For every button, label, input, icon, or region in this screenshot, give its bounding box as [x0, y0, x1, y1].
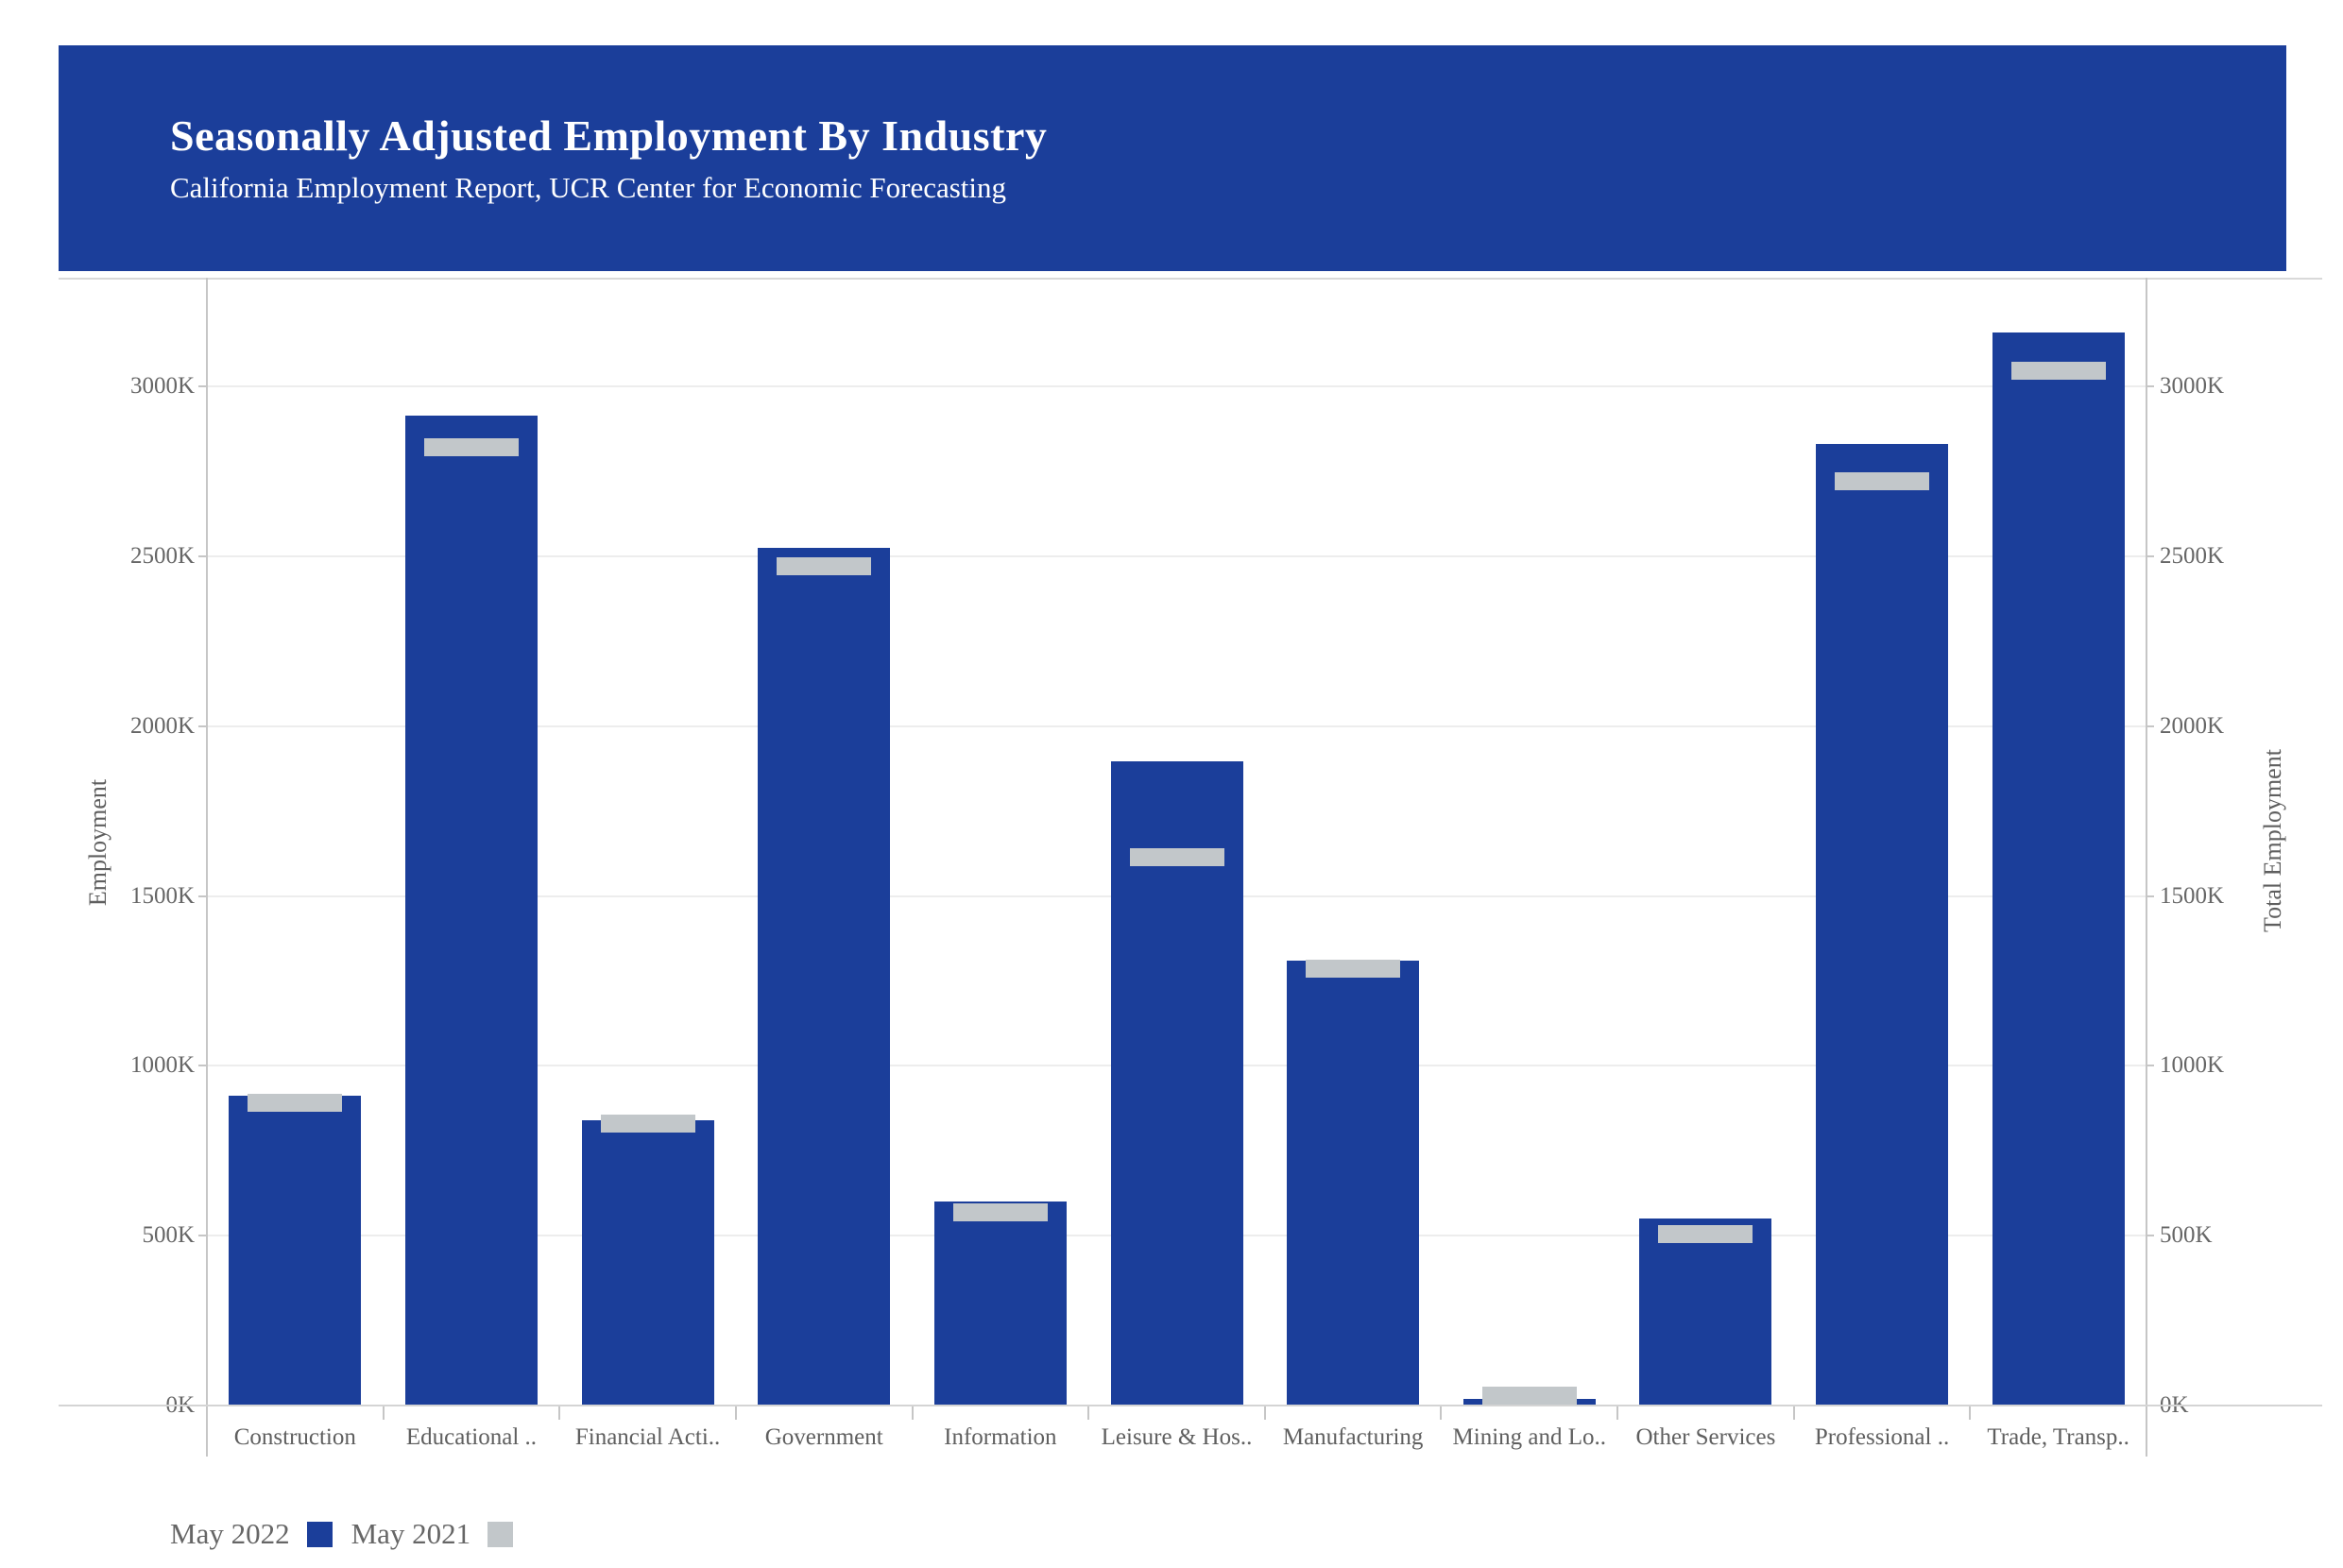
y-tick-label-right-500K: 500K [2160, 1222, 2213, 1249]
gantt-tick-may-2021-educational[interactable] [423, 438, 519, 457]
y-tick-mark-left-1000K [198, 1065, 207, 1067]
bar-may-2022-leisure-hos[interactable] [1110, 761, 1243, 1406]
category-boundary-tick-7 [1616, 1406, 1619, 1420]
y-tick-mark-right-2500K [2146, 554, 2154, 557]
y-tick-label-right-3000K: 3000K [2160, 373, 2225, 400]
category-boundary-tick-0 [382, 1406, 385, 1420]
right-axis-title: Total Employment [2259, 749, 2286, 932]
y-tick-mark-right-500K [2146, 1235, 2154, 1237]
y-tick-label-right-1500K: 1500K [2160, 882, 2225, 909]
category-boundary-tick-6 [1440, 1406, 1443, 1420]
category-boundary-tick-9 [1969, 1406, 1972, 1420]
category-boundary-tick-8 [1792, 1406, 1795, 1420]
page-subtitle: California Employment Report, UCR Center… [170, 170, 1007, 204]
category-label-mining-and-lo: Mining and Lo.. [1452, 1424, 1607, 1450]
category-boundary-tick-2 [734, 1406, 737, 1420]
gantt-tick-may-2021-professional[interactable] [1835, 472, 1930, 491]
bar-may-2022-financial-acti[interactable] [581, 1119, 714, 1406]
y-tick-mark-right-1000K [2146, 1065, 2154, 1067]
category-label-manufacturing: Manufacturing [1282, 1424, 1424, 1450]
y-tick-mark-left-500K [198, 1235, 207, 1237]
y-gridline-2000K [208, 724, 2146, 727]
y-gridline-3000K [208, 385, 2146, 388]
legend-swatch-may-2022[interactable] [306, 1521, 333, 1547]
legend-label-may-2022: May 2022 [170, 1517, 290, 1550]
y-tick-label-right-2000K: 2000K [2160, 712, 2225, 739]
bar-may-2022-trade-transp[interactable] [1992, 332, 2125, 1406]
report-header: Seasonally Adjusted Employment By Indust… [59, 45, 2286, 271]
y-tick-label-left-3000K: 3000K [129, 373, 195, 400]
right-axis-line [2146, 278, 2147, 1457]
y-tick-label-left-500K: 500K [142, 1222, 195, 1249]
gantt-tick-may-2021-manufacturing[interactable] [1306, 960, 1401, 979]
gantt-tick-may-2021-government[interactable] [777, 557, 872, 576]
category-label-educational: Educational .. [405, 1424, 538, 1450]
gantt-tick-may-2021-information[interactable] [952, 1203, 1048, 1222]
y-tick-label-left-1000K: 1000K [129, 1052, 195, 1079]
category-label-financial-acti: Financial Acti.. [574, 1424, 721, 1450]
y-tick-mark-right-2000K [2146, 724, 2154, 727]
bar-may-2022-professional[interactable] [1816, 444, 1949, 1406]
bar-may-2022-manufacturing[interactable] [1287, 960, 1420, 1406]
y-tick-mark-left-1500K [198, 895, 207, 897]
bar-may-2022-government[interactable] [758, 547, 891, 1406]
bar-may-2022-information[interactable] [933, 1202, 1067, 1406]
gantt-tick-may-2021-mining-and-lo[interactable] [1481, 1387, 1577, 1406]
category-label-leisure-hos: Leisure & Hos.. [1101, 1424, 1253, 1450]
chart-top-rule [59, 278, 2322, 280]
category-boundary-tick-3 [911, 1406, 914, 1420]
category-boundary-tick-10 [2146, 1406, 2147, 1420]
category-label-other-services: Other Services [1635, 1424, 1776, 1450]
y-gridline-2500K [208, 554, 2146, 557]
left-axis-title: Employment [84, 778, 111, 907]
legend-swatch-may-2021[interactable] [487, 1521, 514, 1547]
gantt-tick-may-2021-construction[interactable] [248, 1093, 343, 1112]
y-tick-mark-left-3000K [198, 385, 207, 388]
category-boundary-tick-1 [558, 1406, 561, 1420]
category-label-construction: Construction [233, 1424, 356, 1450]
page-title: Seasonally Adjusted Employment By Indust… [170, 111, 1048, 160]
y-tick-mark-left-2500K [198, 554, 207, 557]
legend-item-may-2022[interactable]: May 2022 [170, 1517, 351, 1551]
y-tick-label-left-2000K: 2000K [129, 712, 195, 739]
gantt-tick-may-2021-other-services[interactable] [1658, 1224, 1753, 1243]
y-tick-label-left-2500K: 2500K [129, 542, 195, 569]
category-boundary-tick-4 [1087, 1406, 1090, 1420]
zero-baseline [59, 1405, 2322, 1406]
bar-may-2022-educational[interactable] [404, 415, 538, 1406]
category-label-trade-transp: Trade, Transp.. [1987, 1424, 2129, 1450]
y-tick-label-right-2500K: 2500K [2160, 542, 2225, 569]
bar-may-2022-other-services[interactable] [1639, 1219, 1772, 1406]
category-label-government: Government [764, 1424, 883, 1450]
bar-may-2022-construction[interactable] [229, 1096, 362, 1406]
category-label-professional: Professional .. [1814, 1424, 1950, 1450]
gantt-tick-may-2021-leisure-hos[interactable] [1129, 848, 1224, 867]
left-axis-line [206, 278, 208, 1457]
y-tick-mark-right-3000K [2146, 385, 2154, 388]
category-boundary-tick-5 [1263, 1406, 1266, 1420]
y-tick-label-right-1000K: 1000K [2160, 1052, 2225, 1079]
y-tick-label-left-1500K: 1500K [129, 882, 195, 909]
y-tick-mark-left-2000K [198, 724, 207, 727]
gantt-tick-may-2021-trade-transp[interactable] [2010, 362, 2106, 381]
gantt-tick-may-2021-financial-acti[interactable] [600, 1115, 695, 1133]
legend-item-may-2021[interactable]: May 2021 [351, 1517, 533, 1551]
legend-label-may-2021: May 2021 [351, 1517, 471, 1550]
y-tick-mark-right-1500K [2146, 895, 2154, 897]
chart-legend: May 2022 May 2021 [170, 1517, 532, 1551]
category-label-information: Information [944, 1424, 1057, 1450]
